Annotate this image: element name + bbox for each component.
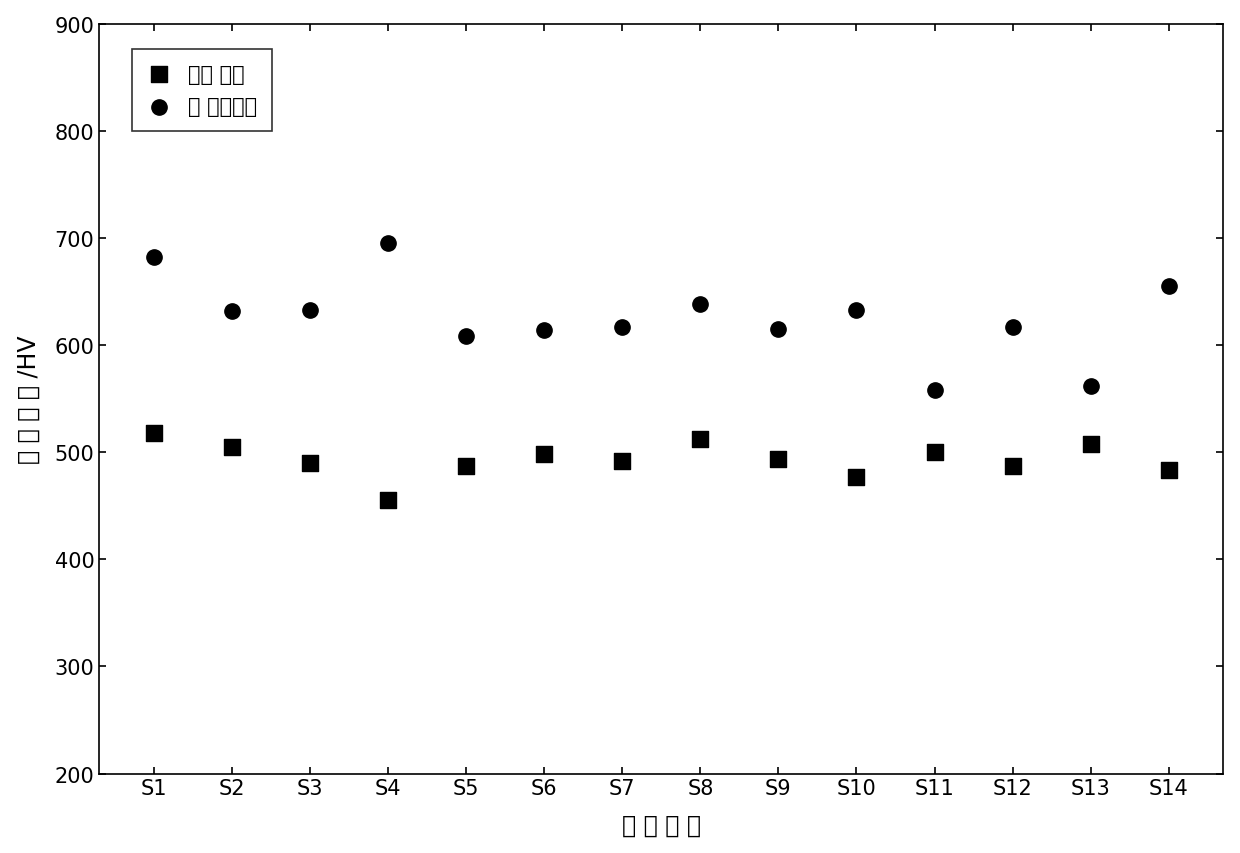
未预 处理: [1003, 460, 1023, 473]
真 空预处理: [691, 299, 711, 312]
未预 处理: [613, 455, 632, 468]
真 空预处理: [378, 237, 398, 251]
真 空预处理: [300, 304, 320, 317]
未预 处理: [534, 448, 554, 461]
Legend: 未预 处理, 真 空预处理: 未预 处理, 真 空预处理: [133, 50, 272, 131]
真 空预处理: [1158, 280, 1178, 293]
Y-axis label: 表 面 硬 度 /HV: 表 面 硬 度 /HV: [16, 335, 41, 463]
未预 处理: [925, 446, 945, 460]
真 空预处理: [456, 330, 476, 344]
未预 处理: [769, 452, 789, 466]
未预 处理: [300, 456, 320, 470]
真 空预处理: [613, 321, 632, 334]
未预 处理: [222, 440, 242, 454]
未预 处理: [1158, 464, 1178, 478]
未预 处理: [1081, 438, 1101, 451]
未预 处理: [456, 460, 476, 473]
X-axis label: 试 样 编 号: 试 样 编 号: [621, 812, 701, 836]
真 空预处理: [144, 251, 164, 264]
未预 处理: [144, 426, 164, 440]
真 空预处理: [769, 322, 789, 336]
未预 处理: [378, 494, 398, 508]
未预 处理: [691, 433, 711, 447]
未预 处理: [847, 471, 867, 485]
真 空预处理: [222, 305, 242, 318]
真 空预处理: [925, 384, 945, 397]
真 空预处理: [1081, 380, 1101, 393]
真 空预处理: [847, 304, 867, 317]
真 空预处理: [1003, 321, 1023, 334]
真 空预处理: [534, 324, 554, 338]
